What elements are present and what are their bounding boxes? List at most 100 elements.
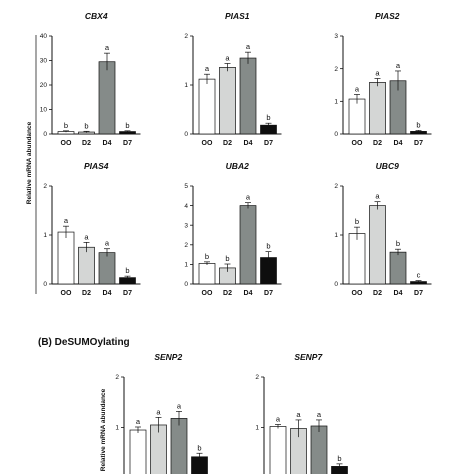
category-label: OO	[61, 290, 72, 297]
bar-oo	[129, 429, 147, 474]
y-tick-label: 2	[184, 33, 188, 40]
category-label: D2	[373, 290, 382, 297]
panel-title: SENP2	[154, 352, 182, 362]
significance-letter: a	[396, 61, 401, 70]
significance-letter: b	[205, 252, 209, 261]
ylabel-bottom: Relative mRNA abundance	[100, 388, 107, 471]
category-label: D7	[123, 290, 132, 297]
bar-d4	[239, 57, 257, 135]
y-tick-label: 10	[40, 107, 48, 114]
significance-letter: b	[64, 121, 68, 130]
panel-pias1: PIAS1 0 1 2 a OO a D2 a D4 b D7	[184, 11, 282, 147]
category-label: D4	[244, 290, 253, 297]
bar-d4	[389, 251, 407, 285]
y-tick-label: 2	[334, 66, 338, 73]
category-label: D7	[123, 140, 132, 147]
category-label: D2	[223, 140, 232, 147]
significance-letter: b	[337, 454, 341, 463]
y-tick-label: 0	[334, 281, 338, 288]
bar-d4	[98, 252, 116, 285]
bar-oo	[198, 263, 216, 285]
y-tick-label: 0	[184, 131, 188, 138]
bar-oo	[348, 233, 366, 285]
significance-letter: a	[355, 84, 360, 93]
significance-letter: a	[84, 232, 89, 241]
panel-title: PIAS4	[84, 161, 109, 171]
panel-title: PIAS1	[225, 11, 250, 21]
panel-title: PIAS2	[375, 11, 400, 21]
y-tick-label: 1	[43, 232, 47, 239]
category-label: D7	[264, 290, 273, 297]
bar-oo	[269, 426, 287, 474]
y-tick-label: 2	[43, 183, 47, 190]
significance-letter: b	[266, 113, 270, 122]
category-label: OO	[202, 140, 213, 147]
panel-senp2: SENP2012aaab	[115, 352, 208, 474]
significance-letter: b	[197, 443, 201, 452]
bar-oo	[348, 98, 366, 135]
significance-letter: b	[125, 266, 129, 275]
y-tick-label: 0	[184, 281, 188, 288]
panel-pias4: PIAS4 0 1 2 a OO a D2 a D4 b D7	[43, 161, 141, 297]
y-tick-label: 30	[40, 58, 48, 65]
category-label: D2	[373, 140, 382, 147]
bar-d2	[369, 205, 386, 285]
category-label: D4	[244, 140, 253, 147]
significance-letter: b	[355, 217, 359, 226]
significance-letter: a	[105, 239, 110, 248]
bar-d2	[78, 246, 95, 285]
y-tick-label: 2	[184, 242, 188, 249]
y-tick-label: 1	[184, 82, 188, 89]
y-tick-label: 1	[334, 232, 338, 239]
y-tick-label: 0	[43, 281, 47, 288]
significance-letter: a	[276, 414, 281, 423]
bar-d4	[239, 205, 257, 285]
bar-d2	[369, 82, 386, 135]
y-tick-label: 0	[334, 131, 338, 138]
bar-d4	[170, 418, 188, 474]
y-tick-label: 1	[184, 262, 188, 269]
panel-senp7: SENP7012aaab	[255, 352, 348, 474]
y-tick-label: 3	[334, 33, 338, 40]
category-label: D7	[414, 290, 423, 297]
y-tick-label: 3	[184, 222, 188, 229]
significance-letter: b	[416, 120, 420, 129]
category-label: D2	[82, 140, 91, 147]
category-label: D4	[103, 140, 112, 147]
significance-letter: b	[266, 242, 270, 251]
category-label: D2	[82, 290, 91, 297]
significance-letter: a	[296, 410, 301, 419]
bar-d2	[219, 67, 236, 135]
bar-oo	[198, 78, 216, 135]
category-label: D2	[223, 290, 232, 297]
y-tick-label: 5	[184, 183, 188, 190]
ylabel-top: Relative mRNA abundance	[26, 121, 33, 204]
significance-letter: a	[246, 42, 251, 51]
significance-letter: a	[205, 64, 210, 73]
panel-pias2: PIAS2 0 1 2 3 a OO a D2 a D4 b D7	[334, 11, 432, 147]
panel-title: UBA2	[226, 161, 249, 171]
category-label: D4	[394, 290, 403, 297]
significance-letter: a	[156, 407, 161, 416]
significance-letter: a	[105, 43, 110, 52]
y-tick-label: 2	[115, 374, 119, 381]
significance-letter: a	[64, 216, 69, 225]
bar-oo	[57, 231, 75, 285]
y-tick-label: 4	[184, 203, 188, 210]
category-label: D4	[394, 140, 403, 147]
significance-letter: b	[125, 121, 129, 130]
panel-ubc9: UBC9 0 1 2 b OO a D2 b D4 c D7	[334, 161, 432, 297]
y-tick-label: 2	[255, 374, 259, 381]
y-tick-label: 40	[40, 33, 48, 40]
y-tick-label: 1	[115, 425, 119, 432]
section-b-title: (B) DeSUMOylating	[38, 337, 130, 348]
category-label: D7	[414, 140, 423, 147]
category-label: OO	[202, 290, 213, 297]
y-tick-label: 1	[255, 425, 259, 432]
bar-d4	[310, 425, 328, 474]
panels: CBX4010203040bOObD2aD4bD7PIAS1012aOOaD2a…	[40, 11, 432, 474]
significance-letter: c	[417, 271, 421, 280]
panel-title: SENP7	[294, 352, 323, 362]
significance-letter: a	[317, 410, 322, 419]
